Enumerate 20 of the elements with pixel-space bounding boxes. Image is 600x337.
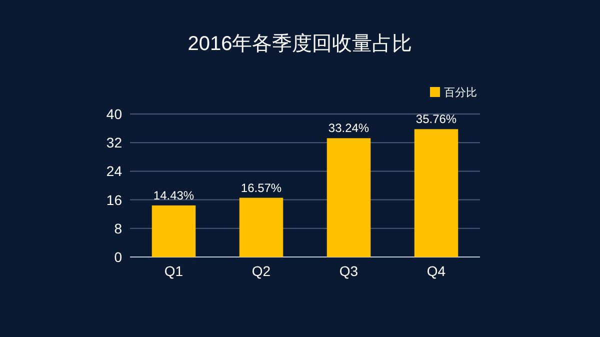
y-tick-label: 8 bbox=[114, 220, 122, 236]
x-tick-label: Q2 bbox=[252, 263, 271, 279]
y-tick-label: 24 bbox=[106, 163, 122, 180]
bar bbox=[326, 138, 371, 257]
x-tick-label: Q1 bbox=[164, 263, 184, 279]
chart-title: 2016年各季度回收量占比 bbox=[188, 33, 412, 55]
data-label: 16.57% bbox=[240, 180, 282, 195]
data-label: 33.24% bbox=[328, 121, 370, 136]
y-tick-label: 40 bbox=[106, 106, 122, 122]
legend-label: 百分比 bbox=[444, 86, 477, 99]
y-tick-label: 32 bbox=[106, 134, 122, 151]
y-tick-label: 0 bbox=[114, 249, 122, 265]
bar bbox=[152, 205, 196, 257]
bar bbox=[239, 198, 284, 257]
x-tick-label: Q4 bbox=[426, 263, 446, 279]
x-tick-label: Q3 bbox=[339, 263, 358, 279]
data-label: 35.76% bbox=[416, 112, 457, 126]
y-tick-label: 16 bbox=[106, 192, 122, 208]
bar bbox=[414, 129, 458, 257]
data-label: 14.43% bbox=[153, 188, 194, 202]
